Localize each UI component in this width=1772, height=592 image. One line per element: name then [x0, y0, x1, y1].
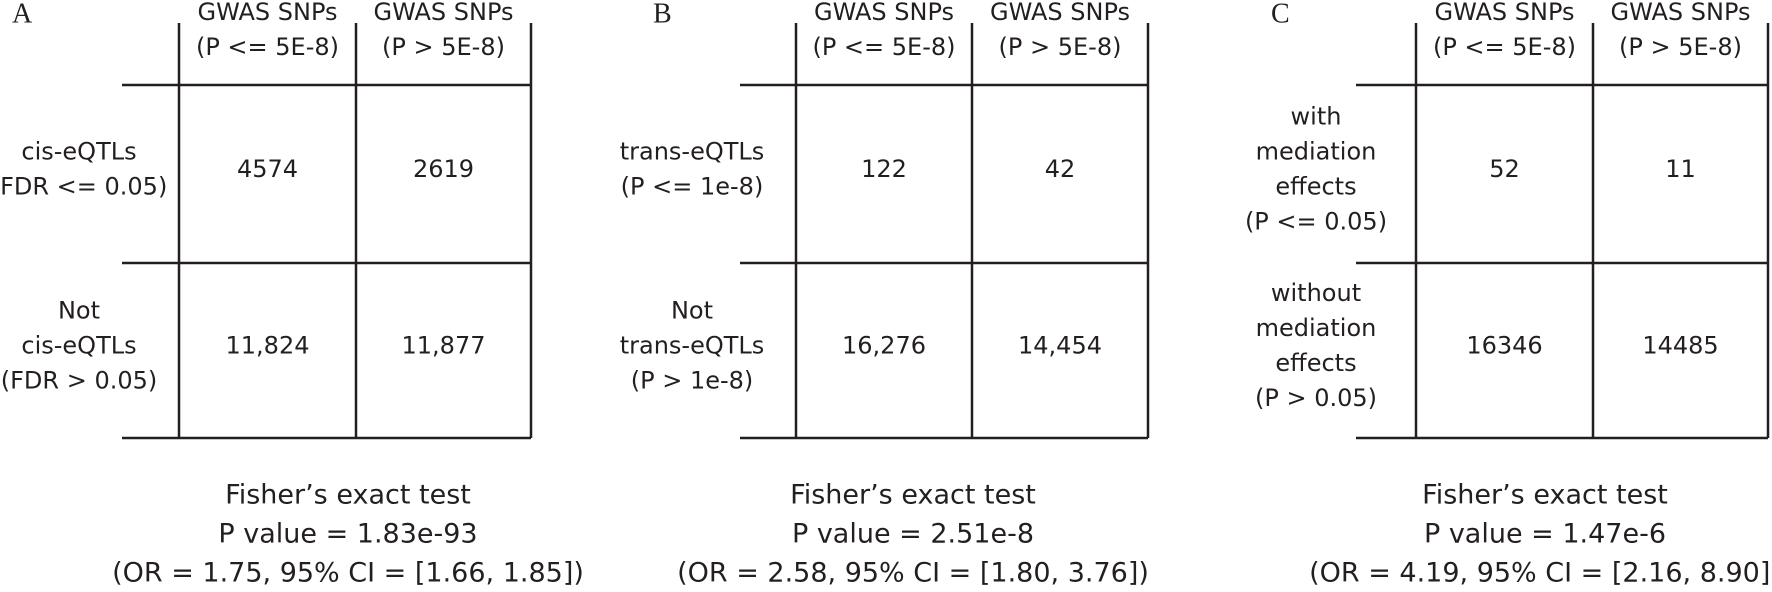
cell-count: 11,877 — [402, 332, 486, 360]
column-header: GWAS SNPs — [373, 0, 513, 26]
row-header: Not — [671, 297, 713, 325]
column-header: GWAS SNPs — [814, 0, 954, 26]
row-header: without — [1271, 279, 1361, 307]
row-header: trans-eQTLs — [620, 332, 765, 360]
cell-count: 14,454 — [1018, 332, 1102, 360]
test-result: (OR = 2.58, 95% CI = [1.80, 3.76]) — [677, 558, 1149, 589]
panel-label: C — [1271, 0, 1290, 29]
column-header: (P <= 5E-8) — [1433, 33, 1576, 61]
cell-count: 11,824 — [226, 332, 310, 360]
cell-count: 122 — [861, 155, 907, 183]
column-header: (P <= 5E-8) — [812, 33, 955, 61]
row-header: (FDR <= 0.05) — [0, 173, 167, 201]
test-result: P value = 1.47e-6 — [1424, 519, 1666, 550]
row-header: effects — [1275, 349, 1356, 377]
panel-label: A — [12, 0, 33, 29]
row-header: mediation — [1256, 138, 1377, 166]
column-header: (P > 5E-8) — [1619, 33, 1742, 61]
row-header: (P <= 1e-8) — [621, 173, 764, 201]
cell-count: 16346 — [1466, 332, 1542, 360]
row-header: (FDR > 0.05) — [1, 367, 158, 395]
row-header: (P > 0.05) — [1255, 384, 1377, 412]
column-header: GWAS SNPs — [197, 0, 337, 26]
test-result: Fisher’s exact test — [225, 480, 471, 511]
column-header: (P > 5E-8) — [382, 33, 505, 61]
test-result: Fisher’s exact test — [1422, 480, 1668, 511]
panel-label: B — [653, 0, 672, 29]
cell-count: 14485 — [1642, 332, 1718, 360]
row-header: (P > 1e-8) — [631, 367, 754, 395]
cell-count: 16,276 — [842, 332, 926, 360]
test-result: Fisher’s exact test — [790, 480, 1036, 511]
column-header: (P > 5E-8) — [999, 33, 1122, 61]
test-result: (OR = 4.19, 95% CI = [2.16, 8.90]) — [1309, 558, 1772, 589]
row-header: mediation — [1256, 314, 1377, 342]
test-result: P value = 1.83e-93 — [218, 519, 477, 550]
column-header: GWAS SNPs — [1434, 0, 1574, 26]
cell-count: 4574 — [237, 155, 298, 183]
row-header: (P <= 0.05) — [1245, 208, 1387, 236]
cell-count: 11 — [1665, 155, 1696, 183]
row-header: effects — [1275, 173, 1356, 201]
cell-count: 2619 — [413, 155, 474, 183]
row-header: cis-eQTLs — [21, 138, 136, 166]
test-result: (OR = 1.75, 95% CI = [1.66, 1.85]) — [112, 558, 584, 589]
row-header: Not — [58, 297, 100, 325]
row-header: trans-eQTLs — [620, 138, 765, 166]
cell-count: 42 — [1045, 155, 1076, 183]
column-header: GWAS SNPs — [990, 0, 1130, 26]
cell-count: 52 — [1489, 155, 1520, 183]
column-header: (P <= 5E-8) — [196, 33, 339, 61]
row-header: with — [1291, 103, 1342, 131]
test-result: P value = 2.51e-8 — [792, 519, 1034, 550]
row-header: cis-eQTLs — [21, 332, 136, 360]
column-header: GWAS SNPs — [1610, 0, 1750, 26]
